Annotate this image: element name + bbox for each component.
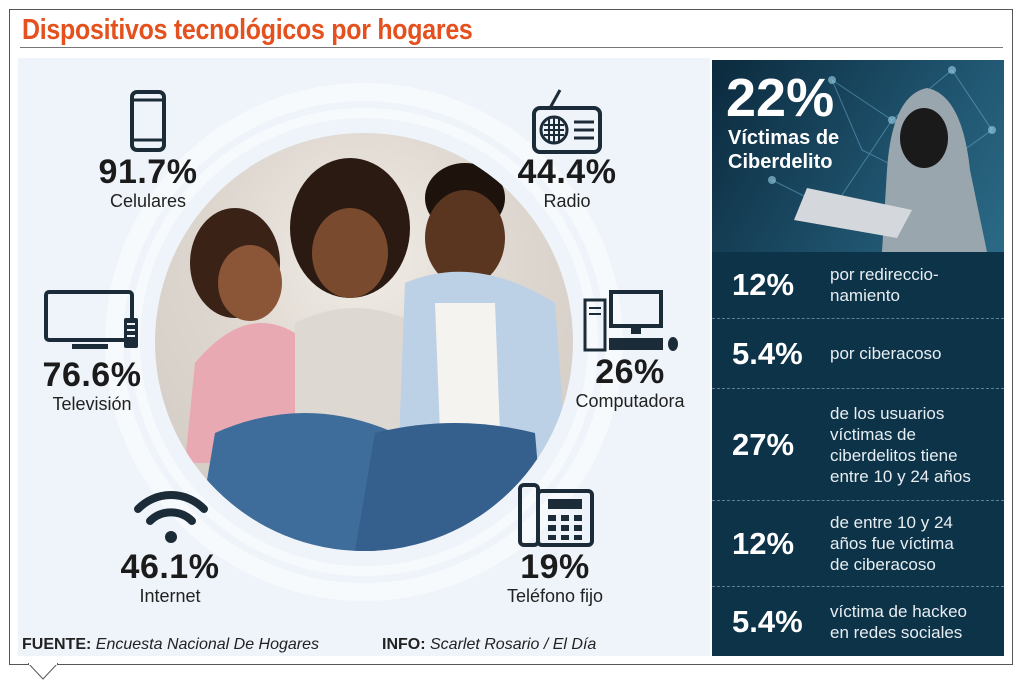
stat-label: Televisión bbox=[52, 394, 132, 414]
cyber-stat-text: de entre 10 y 24 años fue víctima de cib… bbox=[830, 513, 954, 574]
stat-value: 76.6% bbox=[42, 356, 142, 394]
headline-label-line: Ciberdelito bbox=[728, 151, 833, 173]
cyber-stat-value: 27% bbox=[732, 426, 795, 462]
cyber-stat-row: 5.4% víctima de hackeo en redes sociales bbox=[712, 586, 1004, 656]
page-title: Dispositivos tecnológicos por hogares bbox=[22, 14, 473, 46]
stat-telefono-fijo: 19% Teléfono fijo bbox=[455, 549, 655, 607]
info-credit: INFO: Scarlet Rosario / El Día bbox=[382, 636, 596, 654]
cyber-stat-value: 12% bbox=[732, 525, 795, 561]
cyber-stat-value: 12% bbox=[732, 267, 795, 302]
title-divider bbox=[20, 47, 1003, 48]
source-label: FUENTE: bbox=[22, 636, 92, 653]
source-text: Encuesta Nacional De Hogares bbox=[95, 636, 320, 653]
landline-phone-icon bbox=[518, 483, 594, 547]
cyber-stat-row: 12% de entre 10 y 24 años fue víctima de … bbox=[712, 500, 1004, 586]
stat-radio: 44.4% Radio bbox=[467, 154, 667, 212]
stat-value: 91.7% bbox=[98, 153, 198, 191]
stat-label: Teléfono fijo bbox=[506, 586, 604, 606]
stat-value: 44.4% bbox=[517, 153, 617, 191]
television-icon bbox=[44, 290, 138, 349]
stat-computadora: 26% Computadora bbox=[530, 354, 730, 412]
smartphone-icon bbox=[130, 90, 166, 152]
cyber-stat-row: 27% de los usuarios víctimas de ciberdeli… bbox=[712, 388, 1004, 500]
computer-icon bbox=[583, 290, 678, 352]
headline-label: Víctimas de Ciberdelito bbox=[728, 126, 839, 174]
radio-icon bbox=[532, 89, 602, 154]
cyber-stat-row: 12% por redireccio- namiento bbox=[712, 252, 1004, 318]
wifi-icon bbox=[134, 491, 208, 543]
info-label: INFO: bbox=[382, 636, 426, 653]
cyber-stat-text: por redireccio- namiento bbox=[830, 265, 939, 305]
cyber-stat-value: 5.4% bbox=[732, 335, 803, 371]
info-text: Scarlet Rosario / El Día bbox=[430, 636, 597, 653]
stat-label: Radio bbox=[543, 191, 591, 211]
stat-label: Celulares bbox=[109, 191, 187, 211]
cyber-stat-text: víctima de hackeo en redes sociales bbox=[830, 601, 968, 642]
stat-value: 19% bbox=[520, 548, 590, 586]
headline-value: 22% bbox=[726, 68, 835, 128]
cyber-stat-text: de los usuarios víctimas de ciberdelitos… bbox=[830, 403, 971, 486]
cybercrime-panel: 22% Víctimas de Ciberdelito 12% por redire… bbox=[712, 60, 1004, 656]
stat-television: 76.6% Televisión bbox=[0, 357, 192, 415]
stat-value: 26% bbox=[595, 353, 665, 391]
headline-label-line: Víctimas de bbox=[728, 127, 840, 149]
source-credit: FUENTE: Encuesta Nacional De Hogares bbox=[22, 636, 319, 654]
cyber-stat-text: por ciberacoso bbox=[830, 344, 942, 363]
hacker-photo: 22% Víctimas de Ciberdelito bbox=[712, 60, 1004, 252]
stat-label: Computadora bbox=[575, 391, 685, 411]
stat-label: Internet bbox=[139, 586, 201, 606]
stat-internet: 46.1% Internet bbox=[70, 549, 270, 607]
cyber-stat-value: 5.4% bbox=[732, 603, 803, 639]
stat-celulares: 91.7% Celulares bbox=[48, 154, 248, 212]
cyber-stat-row: 5.4% por ciberacoso bbox=[712, 318, 1004, 388]
stat-value: 46.1% bbox=[120, 548, 220, 586]
